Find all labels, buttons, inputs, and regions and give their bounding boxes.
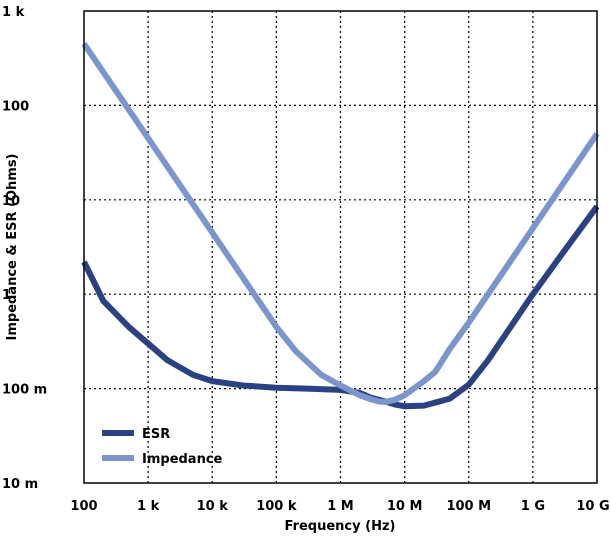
x-tick-label: 100 M (446, 499, 491, 514)
legend: ESR Impedance (102, 427, 223, 467)
x-tick-labels: 100 1 k 10 k 100 k 1 M 10 M 100 M 1 G 10 G (70, 499, 609, 514)
y-tick-label: 10 m (2, 477, 38, 492)
y-tick-label: 10 (2, 194, 20, 209)
grid-lines (84, 11, 597, 483)
x-tick-label: 10 k (197, 499, 229, 514)
x-axis-title: Frequency (Hz) (285, 519, 396, 534)
y-tick-label: 1 k (2, 5, 25, 20)
legend-label-impedance: Impedance (142, 452, 223, 467)
x-tick-label: 1 G (521, 499, 545, 514)
y-tick-label: 100 (2, 99, 29, 114)
x-tick-label: 100 (70, 499, 97, 514)
y-tick-labels: 10 m 100 m 1 10 100 1 k (2, 5, 47, 492)
x-tick-label: 100 k (256, 499, 297, 514)
x-tick-label: 1 k (137, 499, 160, 514)
impedance-series-line (81, 42, 600, 406)
y-tick-label: 1 (2, 288, 11, 303)
legend-label-esr: ESR (142, 427, 170, 442)
plot-frame (83, 10, 598, 484)
x-tick-label: 10 M (387, 499, 423, 514)
y-tick-label: 100 m (2, 383, 47, 398)
x-tick-label: 10 G (576, 499, 609, 514)
series-lines (81, 42, 600, 410)
x-tick-label: 1 M (327, 499, 354, 514)
y-axis-title: Impedance & ESR (Ohms) (5, 153, 20, 340)
